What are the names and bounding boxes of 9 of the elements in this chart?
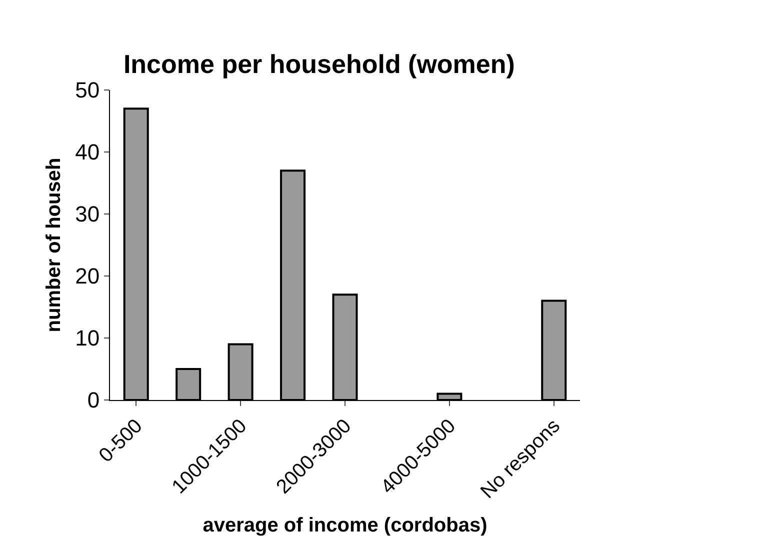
x-axis-title: average of income (cordobas)	[202, 514, 488, 536]
y-tick-label: 10	[75, 326, 100, 351]
y-tick-label: 20	[75, 264, 100, 289]
y-tick-label: 0	[87, 388, 100, 413]
y-axis-title: number of househ	[43, 158, 65, 332]
y-tick-label: 40	[75, 140, 100, 165]
y-tick-label: 50	[75, 78, 100, 103]
chart-title: Income per household (women)	[123, 49, 515, 80]
y-tick-label: 30	[75, 202, 100, 227]
